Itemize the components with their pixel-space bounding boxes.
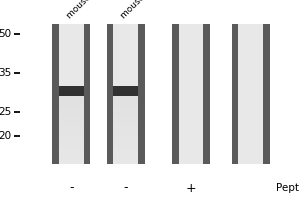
- Bar: [113, 122, 138, 126]
- Bar: [113, 134, 138, 137]
- Bar: [59, 99, 84, 103]
- Bar: [59, 95, 84, 99]
- Bar: [59, 145, 84, 149]
- Bar: [113, 95, 138, 99]
- Bar: [84, 24, 90, 164]
- Text: -: -: [69, 182, 74, 194]
- Bar: [113, 110, 138, 114]
- Bar: [59, 137, 84, 141]
- Bar: [59, 149, 84, 153]
- Bar: [232, 24, 270, 164]
- Bar: [22, 24, 294, 164]
- Bar: [59, 118, 84, 122]
- Bar: [59, 160, 84, 164]
- Bar: [263, 24, 270, 164]
- Bar: [59, 153, 84, 157]
- Bar: [113, 153, 138, 157]
- Text: mouse brain: mouse brain: [119, 0, 166, 20]
- Bar: [113, 114, 138, 118]
- Bar: [113, 86, 138, 96]
- Text: -: -: [123, 182, 128, 194]
- Bar: [113, 157, 138, 160]
- Bar: [113, 103, 138, 107]
- Bar: [52, 24, 90, 164]
- Bar: [59, 134, 84, 137]
- Bar: [113, 130, 138, 134]
- Bar: [113, 160, 138, 164]
- Bar: [172, 24, 210, 164]
- Bar: [59, 122, 84, 126]
- Bar: [113, 137, 138, 141]
- Bar: [107, 24, 113, 164]
- Bar: [59, 126, 84, 130]
- Bar: [138, 24, 145, 164]
- Bar: [59, 103, 84, 107]
- Bar: [113, 164, 138, 168]
- Bar: [59, 91, 84, 95]
- Bar: [113, 126, 138, 130]
- Bar: [59, 86, 84, 96]
- Text: mouse liver: mouse liver: [65, 0, 109, 20]
- Bar: [232, 24, 238, 164]
- Bar: [113, 118, 138, 122]
- Bar: [113, 107, 138, 110]
- Bar: [172, 24, 178, 164]
- Bar: [113, 145, 138, 149]
- Text: 50: 50: [0, 29, 11, 39]
- Bar: [107, 24, 145, 164]
- Bar: [59, 164, 84, 168]
- Text: Peptide: Peptide: [276, 183, 300, 193]
- Text: 20: 20: [0, 131, 11, 141]
- Text: +: +: [185, 182, 196, 194]
- Bar: [59, 110, 84, 114]
- Bar: [113, 149, 138, 153]
- Text: 25: 25: [0, 107, 11, 117]
- Bar: [59, 157, 84, 160]
- Bar: [52, 24, 59, 164]
- Bar: [113, 91, 138, 95]
- Bar: [113, 141, 138, 145]
- Bar: [203, 24, 210, 164]
- Bar: [59, 141, 84, 145]
- Bar: [59, 107, 84, 110]
- Bar: [113, 99, 138, 103]
- Bar: [59, 130, 84, 134]
- Bar: [59, 114, 84, 118]
- Text: 35: 35: [0, 68, 11, 78]
